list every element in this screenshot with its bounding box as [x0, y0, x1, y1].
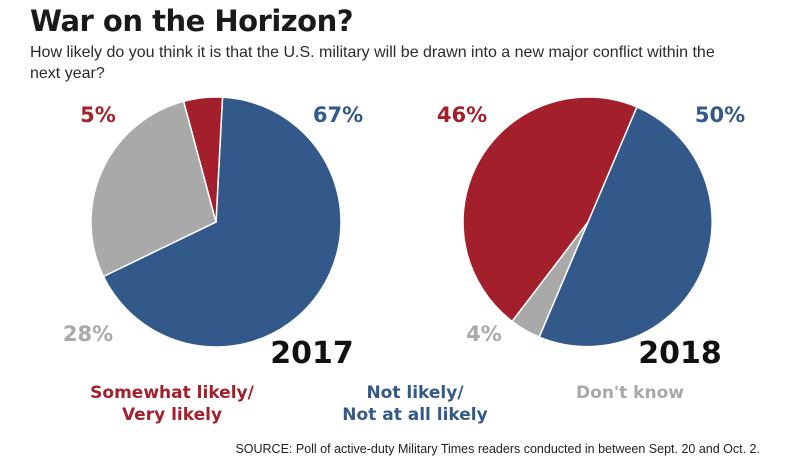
pie-title-2017: 2017 — [270, 336, 354, 371]
chart-title: War on the Horizon? — [30, 4, 354, 38]
pie-slice-2017-not-likely — [102, 96, 342, 348]
legend-item-dont-know: Don't know — [576, 383, 684, 403]
pie-chart-2017: 5% 67% 28% 2017 — [63, 96, 363, 371]
data-label-2017-not-likely: 67% — [313, 103, 363, 127]
pie-slice-2017-likely — [182, 96, 224, 223]
source-note: SOURCE: Poll of active-duty Military Tim… — [235, 442, 760, 456]
data-label-2018-likely: 46% — [437, 103, 487, 127]
pie-chart-2018: 46% 50% 4% 2018 — [437, 96, 745, 371]
pie-slice-2018-likely — [462, 96, 638, 323]
data-label-2018-dont-know: 4% — [466, 322, 502, 346]
legend-item-not-likely: Not likely/ Not at all likely — [342, 383, 488, 425]
legend-item-likely: Somewhat likely/ Very likely — [90, 383, 254, 425]
pie-slice-2017-dont-know — [90, 100, 217, 278]
chart-subtitle: How likely do you think it is that the U… — [30, 44, 715, 82]
data-label-2017-dont-know: 28% — [63, 322, 113, 346]
pie-slice-2018-not-likely — [538, 105, 713, 348]
pie-title-2018: 2018 — [638, 336, 722, 371]
data-label-2017-likely: 5% — [80, 103, 116, 127]
data-label-2018-not-likely: 50% — [695, 103, 745, 127]
